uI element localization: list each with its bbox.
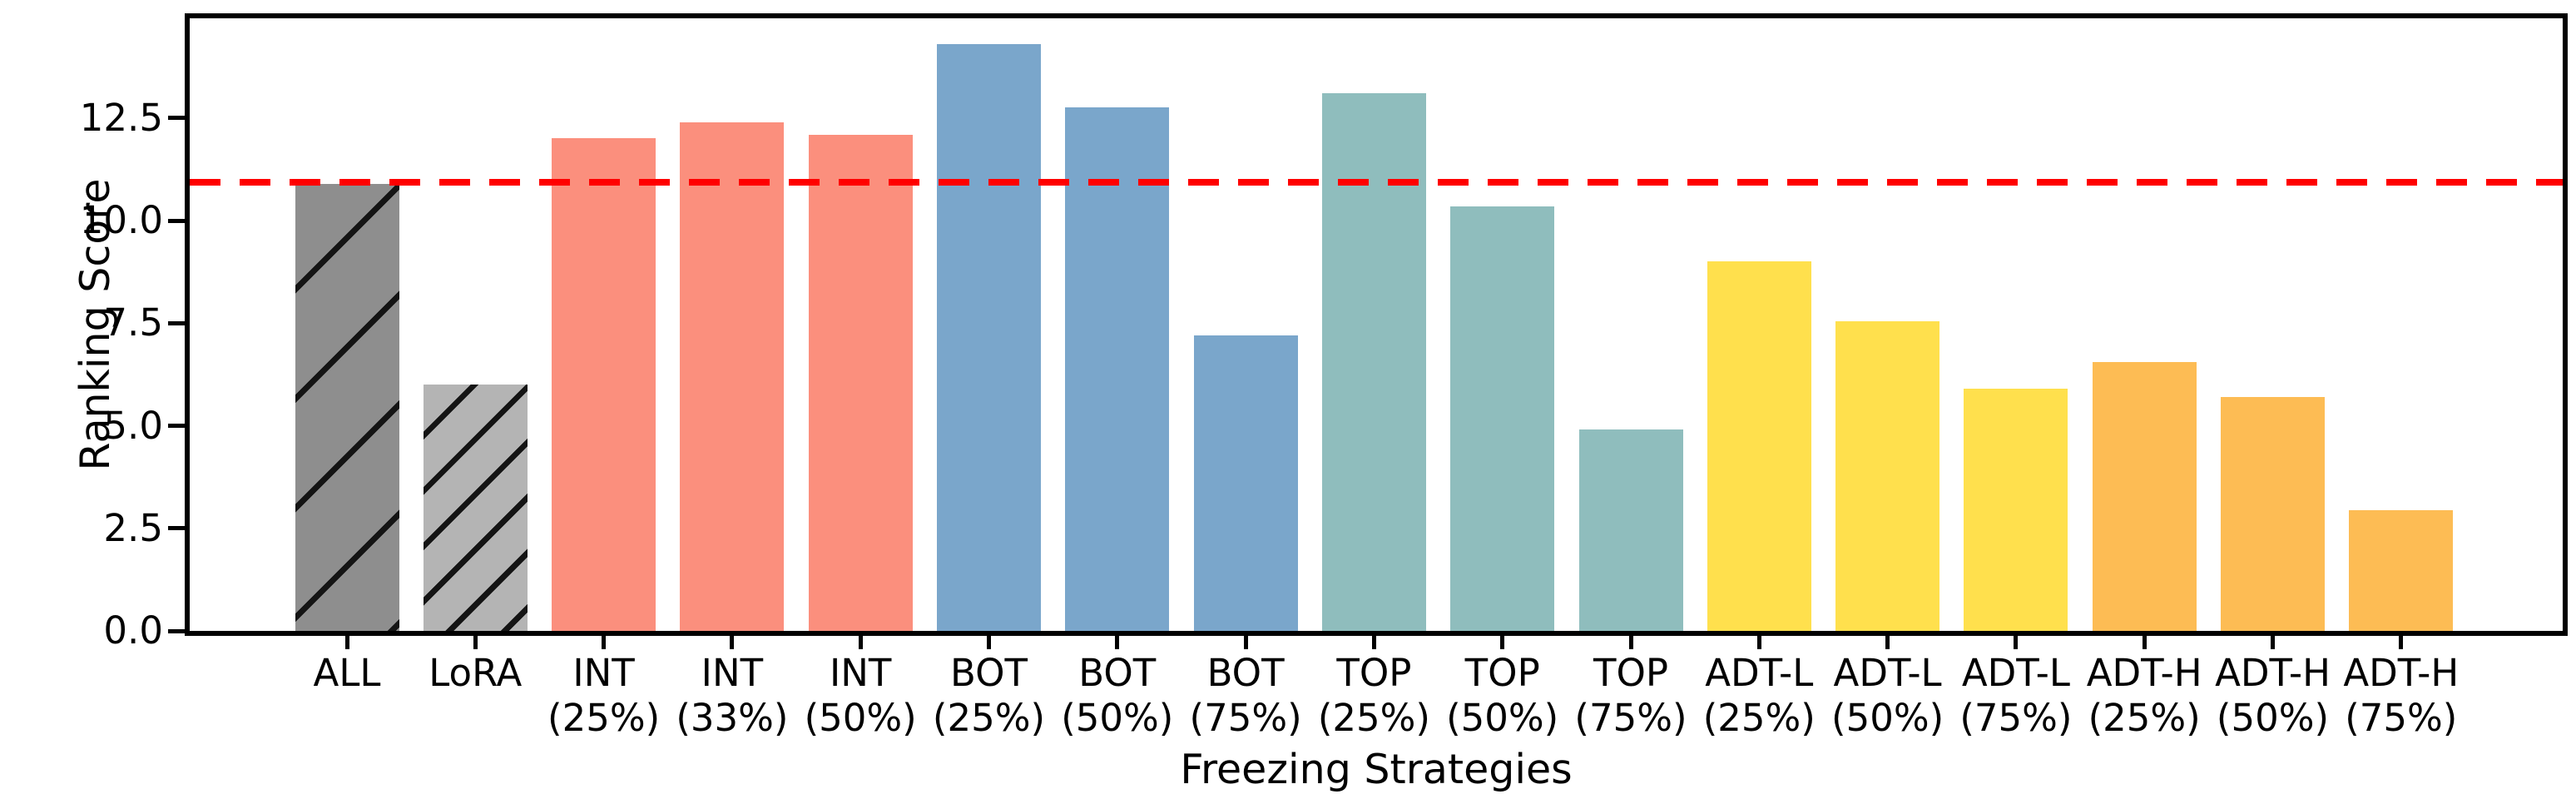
x-tick-mark-lora (473, 636, 478, 649)
y-tick-label-0.0: 0.0 (103, 608, 163, 653)
y-tick-mark-0.0 (168, 628, 185, 633)
y-tick-mark-10.0 (168, 218, 185, 223)
y-tick-label-7.5: 7.5 (103, 300, 163, 345)
x-tick-label-lora: LoRA (429, 651, 523, 695)
bar-bot-25 (937, 44, 1041, 631)
y-tick-mark-5.0 (168, 424, 185, 429)
x-tick-mark-adt-h-75 (2399, 636, 2404, 649)
bar-top-25 (1321, 93, 1426, 631)
bar-adt-l-75 (1964, 389, 2068, 631)
bar-bot-75 (1193, 335, 1298, 631)
x-tick-label-adt-l-75: ADT-L (75%) (1959, 651, 2073, 740)
bar-lora (423, 385, 528, 631)
x-tick-mark-bot-75 (1243, 636, 1248, 649)
x-tick-label-adt-l-25: ADT-L (25%) (1702, 651, 1816, 740)
x-tick-label-bot-50: BOT (50%) (1061, 651, 1174, 740)
x-tick-label-all: ALL (313, 651, 381, 695)
bar-top-50 (1450, 206, 1555, 631)
y-tick-label-12.5: 12.5 (79, 95, 163, 140)
y-tick-label-10.0: 10.0 (79, 198, 163, 243)
plot-area (185, 13, 2568, 636)
x-tick-label-top-75: TOP (75%) (1574, 651, 1687, 740)
x-axis-label: Freezing Strategies (1180, 746, 1573, 793)
x-tick-label-top-50: TOP (50%) (1446, 651, 1559, 740)
x-tick-label-bot-75: BOT (75%) (1189, 651, 1302, 740)
x-tick-mark-top-75 (1628, 636, 1633, 649)
x-tick-mark-adt-l-50 (1885, 636, 1890, 649)
x-tick-mark-int-50 (858, 636, 863, 649)
x-tick-mark-int-25 (602, 636, 607, 649)
bar-adt-l-25 (1707, 261, 1811, 631)
x-tick-mark-all (344, 636, 349, 649)
x-tick-mark-adt-h-50 (2271, 636, 2275, 649)
x-tick-mark-top-25 (1371, 636, 1376, 649)
x-tick-label-adt-h-25: ADT-H (25%) (2086, 651, 2202, 740)
bar-all (295, 183, 399, 631)
bar-adt-h-75 (2349, 509, 2454, 631)
y-tick-mark-2.5 (168, 526, 185, 531)
bar-adt-h-50 (2221, 397, 2325, 631)
x-tick-mark-adt-h-25 (2142, 636, 2147, 649)
x-tick-label-top-25: TOP (25%) (1317, 651, 1430, 740)
x-tick-mark-adt-l-25 (1756, 636, 1761, 649)
reference-line (190, 179, 2563, 186)
x-tick-label-int-25: INT (25%) (547, 651, 661, 740)
x-tick-mark-top-50 (1500, 636, 1505, 649)
x-tick-mark-bot-25 (987, 636, 991, 649)
bar-int-50 (808, 134, 913, 631)
x-tick-label-int-33: INT (33%) (676, 651, 789, 740)
x-tick-mark-int-33 (730, 636, 735, 649)
x-tick-label-bot-25: BOT (25%) (932, 651, 1046, 740)
bar-adt-l-50 (1835, 320, 1940, 631)
x-tick-label-adt-h-75: ADT-H (75%) (2343, 651, 2460, 740)
y-tick-mark-12.5 (168, 116, 185, 121)
bar-bot-50 (1065, 107, 1170, 631)
bar-int-33 (680, 122, 785, 631)
y-tick-mark-7.5 (168, 320, 185, 325)
bar-int-25 (552, 138, 656, 631)
x-tick-mark-adt-l-75 (2014, 636, 2019, 649)
x-tick-label-adt-l-50: ADT-L (50%) (1831, 651, 1944, 740)
x-tick-label-int-50: INT (50%) (804, 651, 917, 740)
y-tick-label-5.0: 5.0 (103, 403, 163, 448)
bar-top-75 (1578, 429, 1683, 631)
bar-adt-h-25 (2092, 362, 2197, 631)
x-tick-label-adt-h-50: ADT-H (50%) (2215, 651, 2331, 740)
x-tick-mark-bot-50 (1115, 636, 1120, 649)
y-tick-label-2.5: 2.5 (103, 505, 163, 550)
